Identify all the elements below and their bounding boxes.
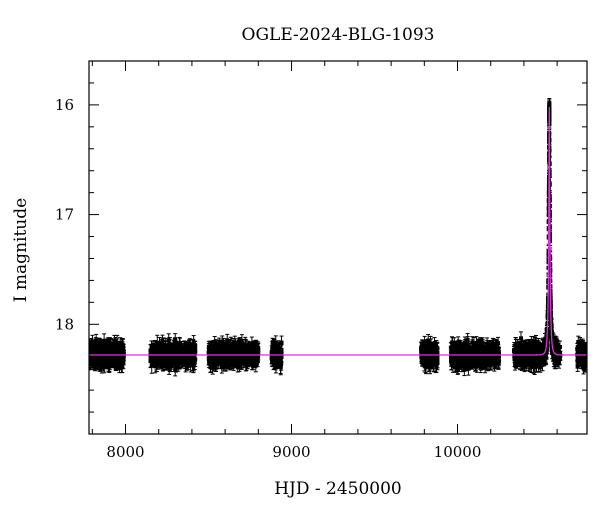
- point-marker: [183, 347, 187, 351]
- point-marker: [160, 361, 164, 365]
- point-marker: [88, 361, 92, 365]
- point-marker: [94, 359, 98, 363]
- point-marker: [181, 358, 185, 362]
- point-marker: [121, 344, 125, 348]
- point-marker: [111, 347, 115, 351]
- chart-title: OGLE-2024-BLG-1093: [242, 25, 435, 45]
- point-marker: [188, 347, 192, 351]
- point-marker: [90, 351, 94, 355]
- point-marker: [163, 357, 167, 361]
- data-layer: [87, 99, 589, 376]
- point-marker: [164, 344, 168, 348]
- point-marker: [161, 349, 165, 353]
- point-marker: [102, 345, 106, 349]
- point-marker: [152, 352, 156, 356]
- point-marker: [101, 364, 105, 368]
- point-marker: [176, 365, 180, 369]
- x-axis-title: HJD - 2450000: [274, 479, 402, 499]
- point-marker: [96, 346, 100, 350]
- point-marker: [116, 358, 120, 362]
- y-axis-title: I magnitude: [11, 198, 31, 302]
- point-marker: [192, 363, 196, 367]
